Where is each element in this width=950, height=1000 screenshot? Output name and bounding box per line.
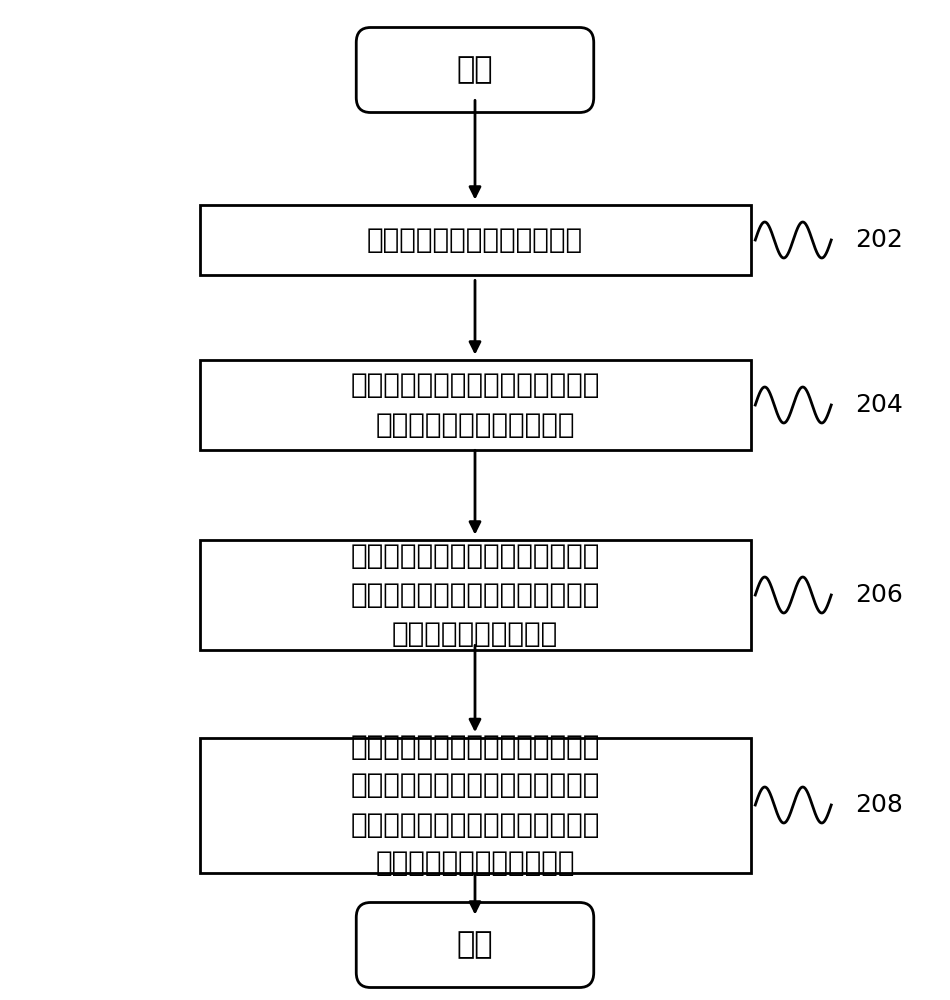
Text: 206: 206 bbox=[855, 583, 902, 607]
Text: 在判断所述数据包的协议类型为传
输控制协议时，采取所述丢弃数据
包处理，同时控制接收端向发送端
发送表示缓冲区拥塞的报文: 在判断所述数据包的协议类型为传 输控制协议时，采取所述丢弃数据 包处理，同时控制… bbox=[351, 732, 599, 878]
Text: 接收所述判断单元的判断结果，在
所述判断结果为是时，确定将被丢
弃的数据包的协议类型: 接收所述判断单元的判断结果，在 所述判断结果为是时，确定将被丢 弃的数据包的协议… bbox=[351, 542, 599, 648]
FancyBboxPatch shape bbox=[356, 902, 594, 988]
Text: 对点对点流量进行检测及统计: 对点对点流量进行检测及统计 bbox=[367, 226, 583, 254]
Text: 202: 202 bbox=[855, 228, 902, 252]
Text: 结束: 结束 bbox=[457, 930, 493, 960]
Text: 208: 208 bbox=[855, 793, 902, 817]
Text: 204: 204 bbox=[855, 393, 902, 417]
Text: 开始: 开始 bbox=[457, 55, 493, 85]
FancyBboxPatch shape bbox=[200, 205, 751, 275]
FancyBboxPatch shape bbox=[200, 738, 751, 872]
FancyBboxPatch shape bbox=[356, 27, 594, 112]
FancyBboxPatch shape bbox=[200, 540, 751, 650]
FancyBboxPatch shape bbox=[200, 360, 751, 450]
Text: 在检测到所述流量超过阈值时，判
断是否采取丢弃数据包处理: 在检测到所述流量超过阈值时，判 断是否采取丢弃数据包处理 bbox=[351, 371, 599, 438]
